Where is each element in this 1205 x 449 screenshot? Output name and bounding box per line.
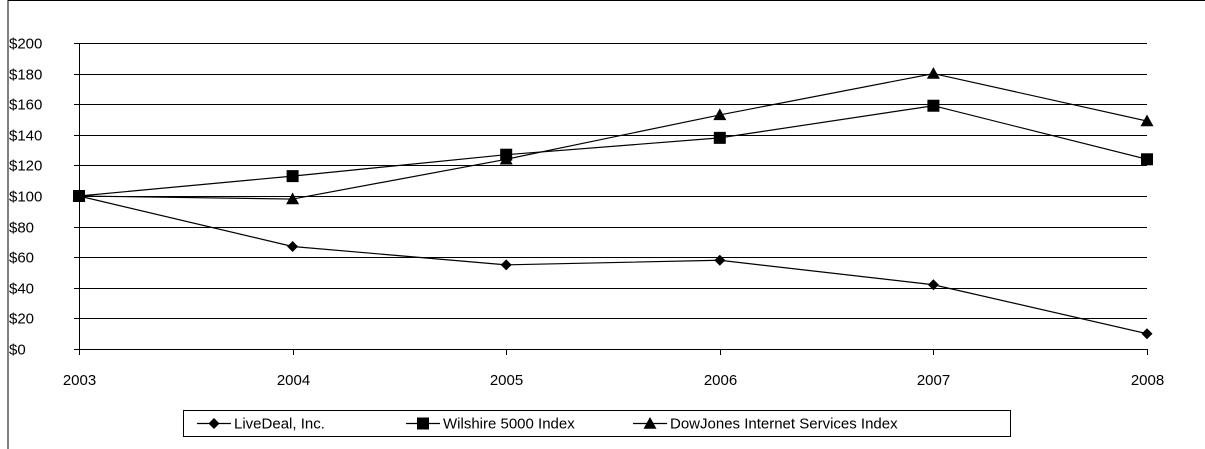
data-point (927, 67, 940, 79)
y-tick-label: $180 (9, 67, 42, 84)
y-tick-label: $100 (9, 189, 42, 206)
y-tick-label: $200 (9, 36, 42, 53)
data-point (1141, 153, 1153, 165)
series-line (79, 74, 1147, 199)
legend-label: DowJones Internet Services Index (670, 416, 898, 433)
legend: LiveDeal, Inc. Wilshire 5000 Index DowJone… (184, 411, 1011, 437)
data-point (501, 259, 512, 270)
x-tick-label: 2003 (63, 372, 96, 389)
legend-label: Wilshire 5000 Index (443, 416, 575, 433)
legend-marker (417, 418, 429, 430)
x-tick-label: 2004 (277, 372, 310, 389)
series-line (79, 196, 1147, 334)
data-point (287, 241, 298, 252)
axes: $0 $20 $40 $60 $80 $100 $120 $140 $160 $180 $200 20… (9, 36, 1164, 390)
y-tick-label: $0 (9, 342, 26, 359)
data-point (1142, 328, 1153, 339)
legend-label: LiveDeal, Inc. (234, 416, 325, 433)
x-tick-label: 2005 (490, 372, 523, 389)
data-point (714, 255, 725, 266)
y-tick-label: $60 (9, 250, 34, 267)
x-tick-label: 2007 (917, 372, 950, 389)
y-tick-label: $160 (9, 97, 42, 114)
series-line (79, 106, 1147, 196)
data-point (714, 132, 726, 144)
x-tick-label: 2006 (704, 372, 737, 389)
y-tick-label: $120 (9, 158, 42, 175)
y-tick-label: $140 (9, 128, 42, 145)
y-tick-label: $20 (9, 311, 34, 328)
x-tick-label: 2008 (1131, 372, 1164, 389)
y-tick-label: $40 (9, 281, 34, 298)
y-tick-label: $80 (9, 220, 34, 237)
data-point (287, 170, 299, 182)
series-lines (73, 67, 1154, 339)
data-point (927, 100, 939, 112)
